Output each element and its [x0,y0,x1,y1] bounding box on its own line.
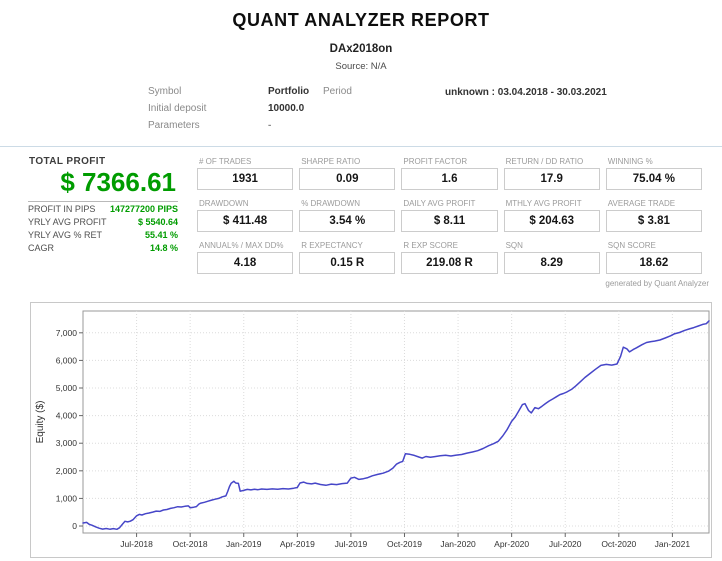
x-tick-label: Jan-2019 [226,539,262,549]
y-tick-label: 6,000 [56,355,78,365]
x-tick-label: Apr-2019 [280,539,315,549]
profit-in-pips-value: 147277200 PIPS [109,204,178,214]
x-tick-label: Jan-2021 [655,539,691,549]
strategy-name: DAx2018on [329,43,393,55]
yrly-avg-ret-row: YRLY AVG % RET 55.41 % [28,229,178,242]
stat-pct-drawdown: % DRAWDOWN 3.54 % [299,199,396,232]
x-tick-label: Oct-2018 [173,539,208,549]
stat-mthly-avg-profit: MTHLY AVG PROFIT $ 204.63 [503,199,600,232]
profit-in-pips-label: PROFIT IN PIPS [28,204,96,214]
total-profit-title: TOTAL PROFIT [29,156,106,167]
x-tick-label: Jul-2018 [120,539,153,549]
stat-num-trades: # OF TRADES 1931 [197,157,294,190]
parameters-value: - [268,120,272,131]
stat-drawdown: DRAWDOWN $ 411.48 [197,199,294,232]
stat-sqn: SQN 8.29 [503,241,600,274]
stat-r-expectancy: R EXPECTANCY 0.15 R [299,241,396,274]
stats-row-3: ANNUAL% / MAX DD% 4.18 R EXPECTANCY 0.15… [197,241,702,274]
y-tick-label: 0 [72,521,77,531]
equity-chart-panel: 0 1,000 2,000 3,000 4,000 5,000 6,000 7,000 Jul-… [30,302,712,558]
period-label: Period [323,86,352,97]
stats-row-1: # OF TRADES 1931 SHARPE RATIO 0.09 PROFI… [197,157,702,190]
x-tick-label: Oct-2019 [387,539,422,549]
total-profit-value: $ 7366.61 [28,167,178,202]
period-value: unknown : 03.04.2018 - 30.03.2021 [445,87,607,98]
profit-in-pips-row: PROFIT IN PIPS 147277200 PIPS [28,203,178,216]
y-tick-label: 4,000 [56,411,78,421]
initial-deposit-value: 10000.0 [268,103,305,114]
parameters-label: Parameters [148,120,200,131]
page-title: QUANT ANALYZER REPORT [232,10,490,30]
stat-average-trade: AVERAGE TRADE $ 3.81 [605,199,702,232]
stats-row-2: DRAWDOWN $ 411.48 % DRAWDOWN 3.54 % DAIL… [197,199,702,232]
yrly-avg-profit-label: YRLY AVG PROFIT [28,217,107,227]
cagr-row: CAGR 14.8 % [28,242,178,255]
generated-by-note: generated by Quant Analyzer [605,279,709,288]
stat-profit-factor: PROFIT FACTOR 1.6 [401,157,498,190]
y-tick-label: 2,000 [56,466,78,476]
stat-winning-pct: WINNING % 75.04 % [605,157,702,190]
equity-curve-chart: 0 1,000 2,000 3,000 4,000 5,000 6,000 7,000 Jul-… [35,310,710,549]
y-tick-label: 5,000 [56,383,78,393]
stat-annual-max-dd: ANNUAL% / MAX DD% 4.18 [197,241,294,274]
y-tick-label: 7,000 [56,328,78,338]
stat-sqn-score: SQN SCORE 18.62 [605,241,702,274]
yrly-avg-profit-row: YRLY AVG PROFIT $ 5540.64 [28,216,178,229]
y-tick-label: 3,000 [56,438,78,448]
stat-sharpe-ratio: SHARPE RATIO 0.09 [299,157,396,190]
x-tick-label: Jul-2020 [549,539,582,549]
cagr-value: 14.8 % [149,243,178,253]
symbol-label: Symbol [148,86,182,97]
y-axis-title: Equity ($) [35,401,46,444]
x-tick-label: Jul-2019 [335,539,368,549]
yrly-avg-profit-value: $ 5540.64 [137,217,178,227]
yrly-avg-ret-value: 55.41 % [144,230,178,240]
initial-deposit-label: Initial deposit [148,103,207,114]
y-tick-label: 1,000 [56,493,78,503]
stat-daily-avg-profit: DAILY AVG PROFIT $ 8.11 [401,199,498,232]
x-tick-label: Jan-2020 [440,539,476,549]
symbol-value: Portfolio [268,86,310,97]
profit-summary-list: PROFIT IN PIPS 147277200 PIPS YRLY AVG P… [28,203,178,255]
cagr-label: CAGR [28,243,55,253]
separator-line [0,146,722,147]
plot-area [82,310,710,534]
source-label: Source: N/A [335,61,387,72]
equity-curve-line [82,320,710,531]
x-tick-label: Apr-2020 [494,539,529,549]
x-tick-label: Oct-2020 [601,539,636,549]
stat-return-dd-ratio: RETURN / DD RATIO 17.9 [503,157,600,190]
yrly-avg-ret-label: YRLY AVG % RET [28,230,103,240]
stat-r-exp-score: R EXP SCORE 219.08 R [401,241,498,274]
statistics-grid: # OF TRADES 1931 SHARPE RATIO 0.09 PROFI… [197,157,702,283]
